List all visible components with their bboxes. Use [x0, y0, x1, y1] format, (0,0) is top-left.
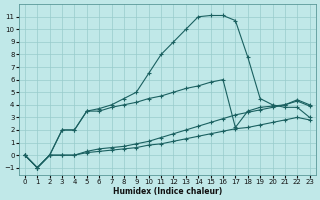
X-axis label: Humidex (Indice chaleur): Humidex (Indice chaleur): [113, 187, 222, 196]
